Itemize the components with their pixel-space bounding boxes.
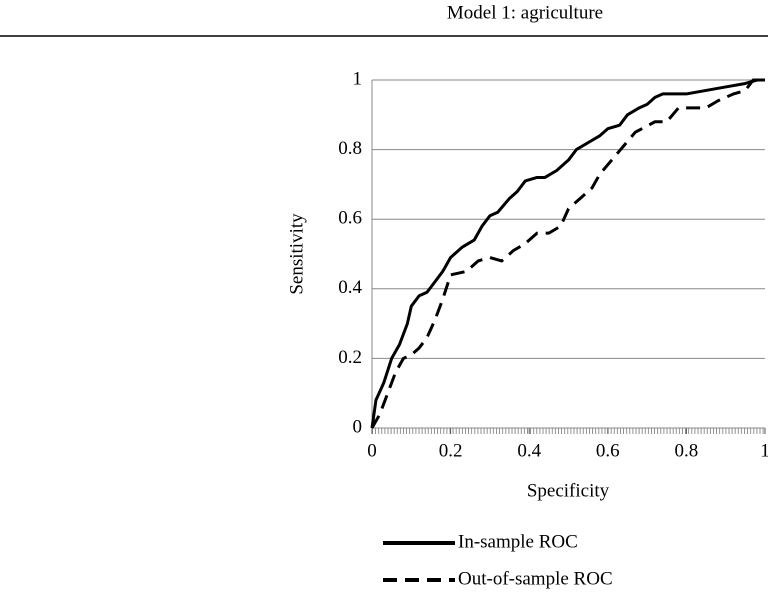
roc-line — [370, 78, 765, 429]
y-tick-label: 0 — [353, 416, 363, 437]
chart-title: Model 1: agriculture — [447, 2, 603, 23]
x-tick-label: 0.8 — [675, 440, 699, 461]
y-tick-label: 0.6 — [338, 208, 362, 229]
x-tick-label: 0.4 — [517, 440, 541, 461]
legend-label: In-sample ROC — [458, 531, 578, 552]
x-tick-label: 1 — [760, 440, 768, 461]
y-axis-label: Sensitivity — [286, 213, 307, 295]
x-tick-label: 0.6 — [596, 440, 620, 461]
x-axis-label: Specificity — [527, 480, 610, 501]
y-tick-label: 0.4 — [338, 277, 362, 298]
y-tick-label: 1 — [353, 68, 363, 89]
y-tick-label: 0.8 — [338, 138, 362, 159]
legend-label: Out-of-sample ROC — [458, 568, 613, 589]
minor-ticks — [372, 428, 765, 434]
x-tick-label: 0 — [367, 440, 377, 461]
roc-line — [370, 78, 765, 429]
y-tick-label: 0.2 — [338, 347, 362, 368]
x-tick-label: 0.2 — [439, 440, 463, 461]
